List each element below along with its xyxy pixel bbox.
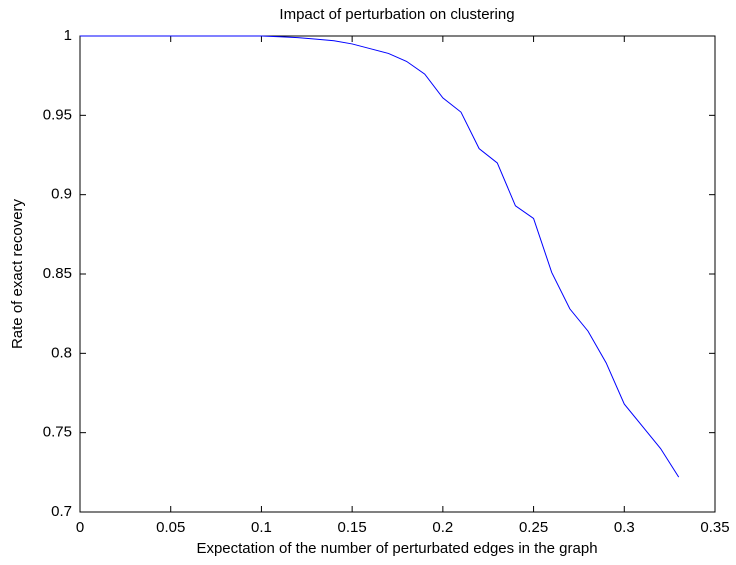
- y-tick-label: 0.8: [51, 344, 72, 361]
- x-tick-label: 0.3: [614, 519, 635, 536]
- x-tick-label: 0: [76, 519, 84, 536]
- x-axis-label: Expectation of the number of perturbated…: [196, 540, 597, 557]
- y-tick-label: 0.75: [43, 424, 72, 441]
- data-line: [80, 35, 680, 478]
- x-tick-label: 0.1: [251, 519, 272, 536]
- x-tick-label: 0.25: [519, 519, 548, 536]
- y-tick-label: 0.9: [51, 186, 72, 203]
- y-axis-label: Rate of exact recovery: [9, 198, 26, 349]
- y-tick-label: 0.7: [51, 503, 72, 520]
- x-tick-label: 0.35: [700, 519, 729, 536]
- x-tick-label: 0.2: [432, 519, 453, 536]
- y-tick-label: 1: [64, 27, 72, 44]
- y-tick-label: 0.95: [43, 106, 72, 123]
- plot-frame: [79, 35, 716, 513]
- chart-title: Impact of perturbation on clustering: [279, 6, 514, 23]
- x-tick-label: 0.15: [338, 519, 367, 536]
- y-tick-label: 0.85: [43, 265, 72, 282]
- x-tick-label: 0.05: [156, 519, 185, 536]
